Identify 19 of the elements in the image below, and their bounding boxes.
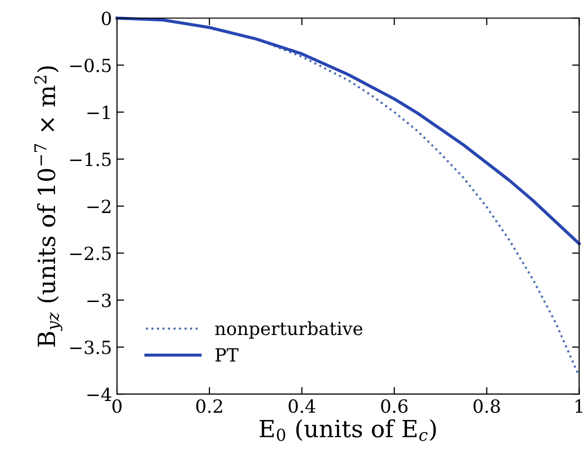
x-tick-label: 0.4 <box>288 399 316 413</box>
x-tick-label: 0.8 <box>474 399 500 413</box>
y-tick-label: −3 <box>87 294 111 308</box>
x-tick-label: 0.2 <box>196 399 222 413</box>
x-tick-label: 1 <box>576 399 582 413</box>
y-tick-label: −4 <box>87 388 112 401</box>
legend-label: PT <box>215 348 239 362</box>
y-axis-title: B$_{yz}$ (units of 10$^{−7}$ × m$^{2}$) <box>34 66 62 347</box>
y-tick-label: −1 <box>87 106 110 119</box>
y-tick-label: −2.5 <box>70 246 111 260</box>
y-tick-label: −2 <box>87 200 110 213</box>
y-tick-label: 0 <box>102 12 111 26</box>
x-axis-title: E$_{0}$ (units of E$_{c}$) <box>260 419 436 442</box>
x-tick-label: 0.6 <box>381 399 408 413</box>
y-tick-label: −1.5 <box>70 152 111 166</box>
x-tick-label: 0 <box>112 399 122 413</box>
y-tick-label: −3.5 <box>70 340 111 354</box>
legend-label: nonperturbative <box>215 321 362 339</box>
y-tick-label: −0.5 <box>70 58 111 72</box>
